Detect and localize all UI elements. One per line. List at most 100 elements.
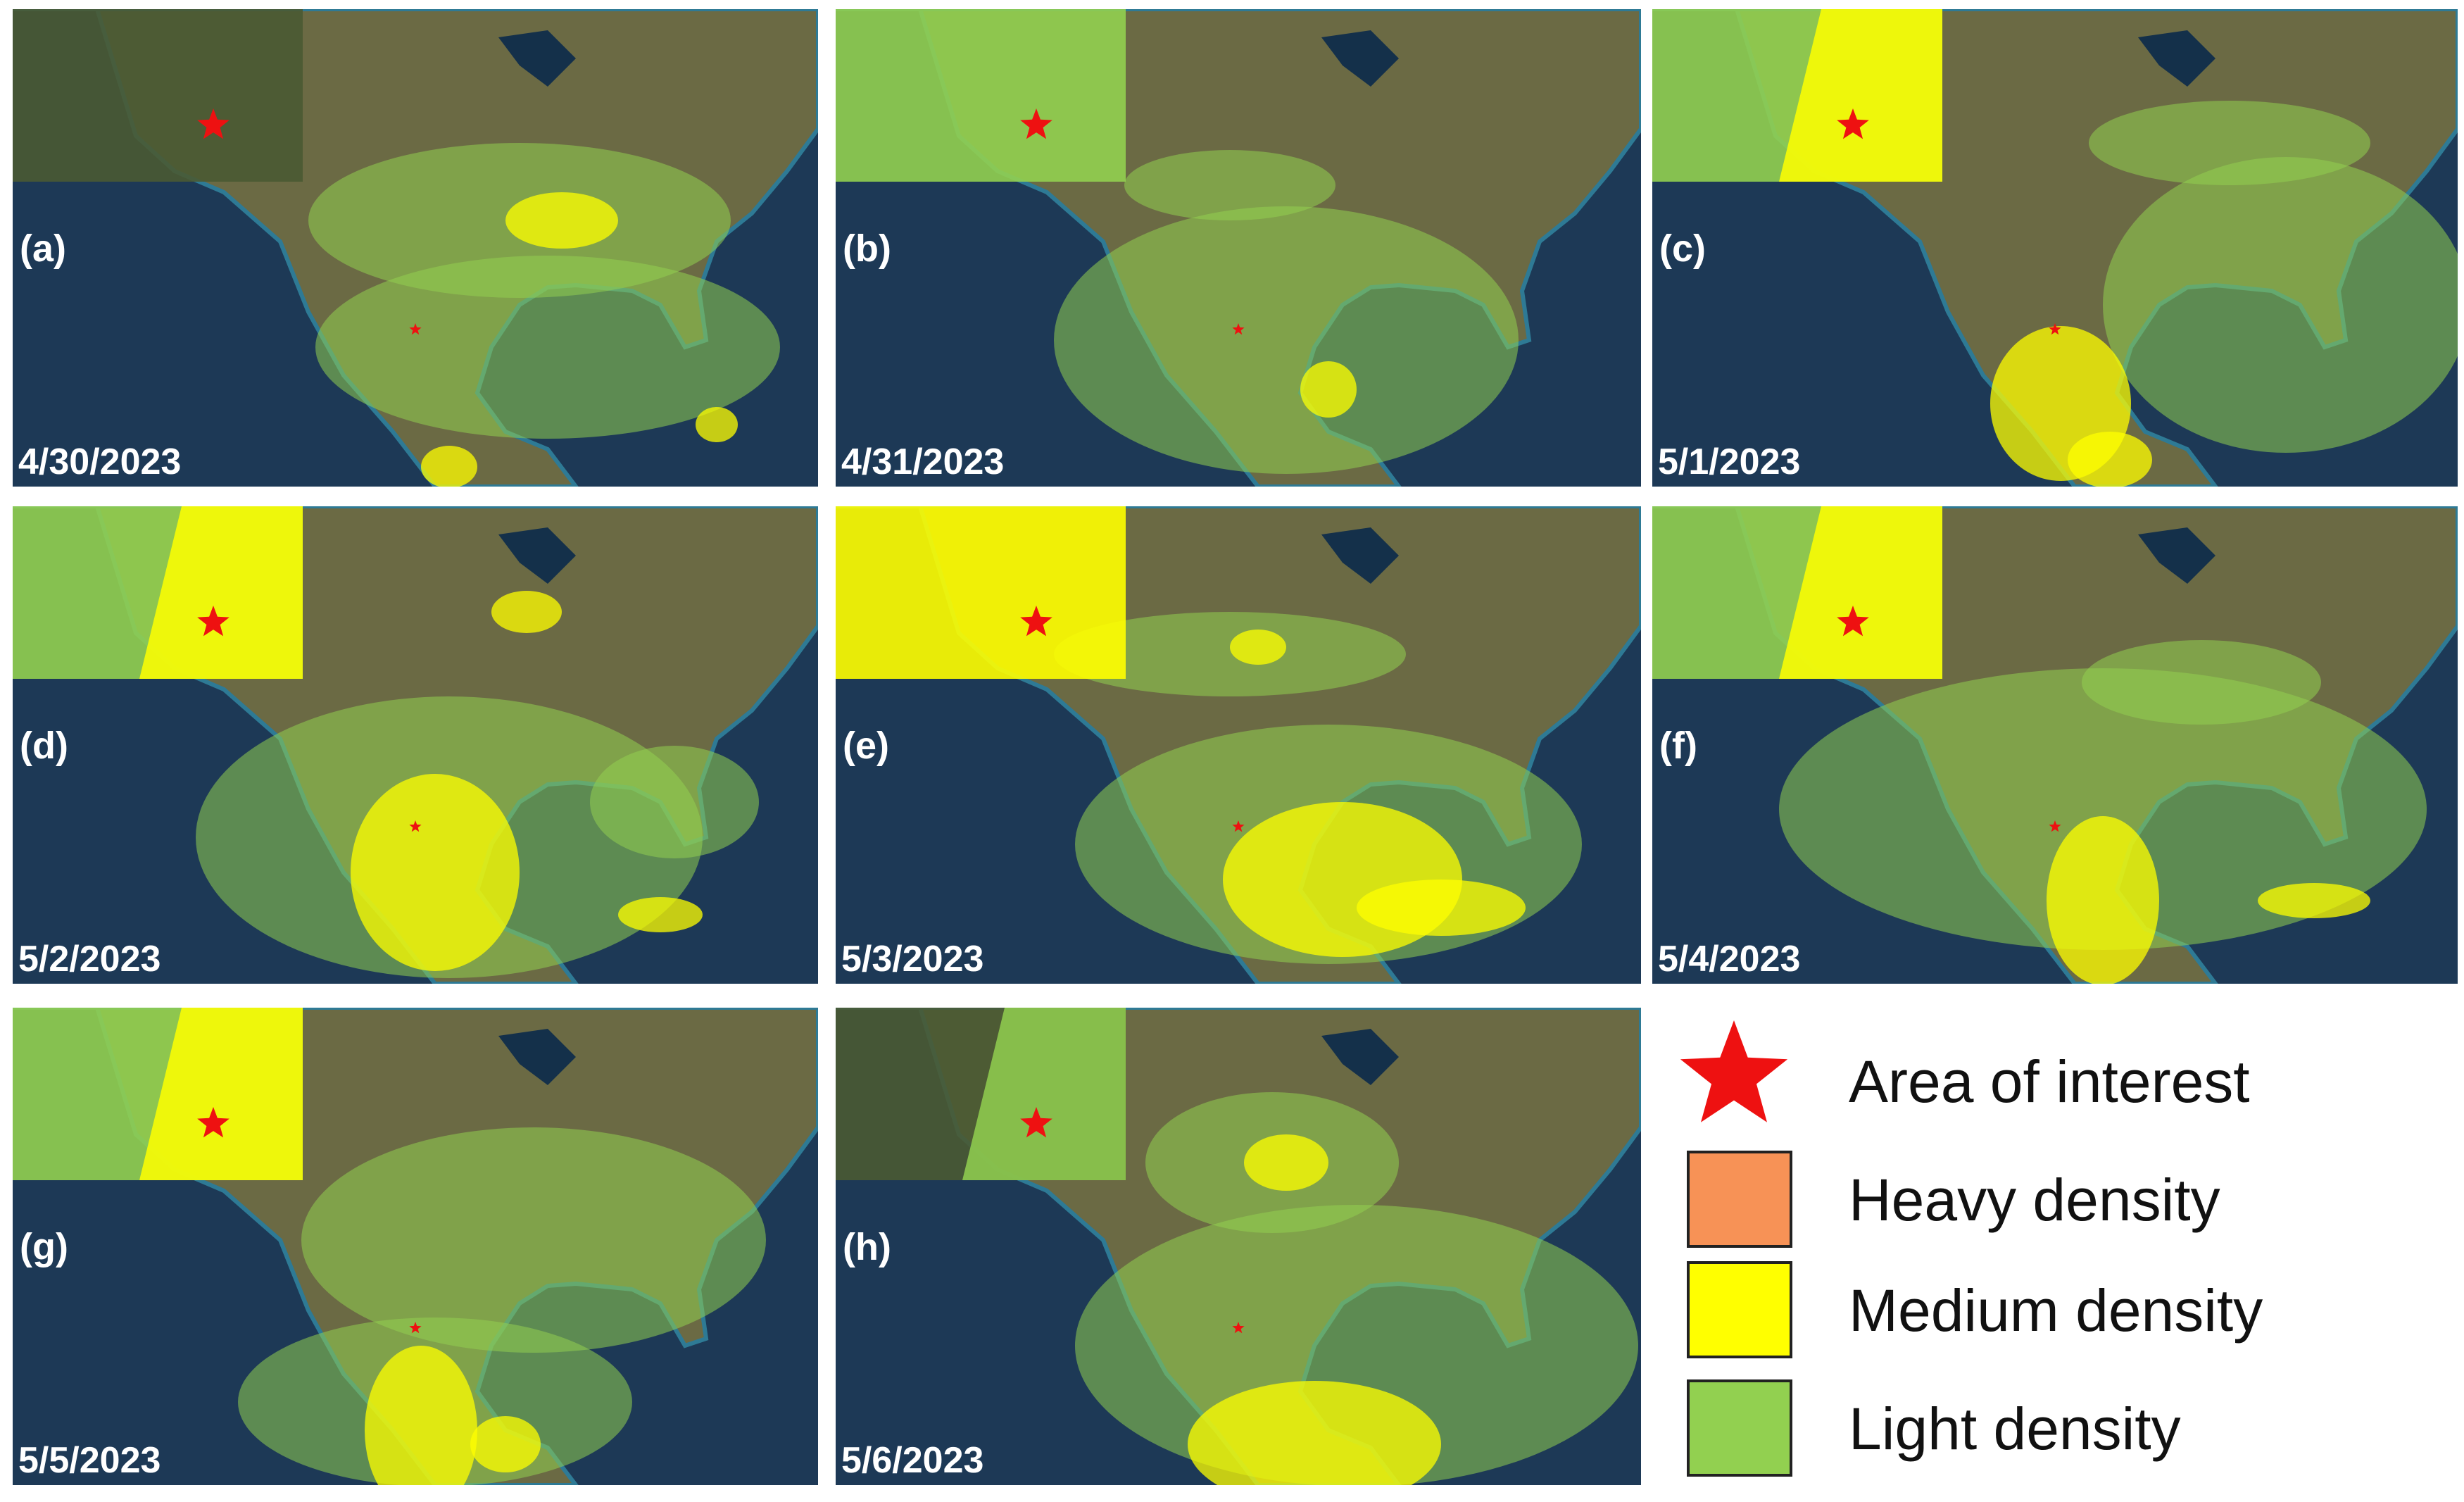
light-area xyxy=(315,256,780,439)
inset-star xyxy=(1020,108,1052,139)
medium-area xyxy=(365,1346,477,1485)
map-panel: (d) 5/2/2023 xyxy=(13,506,818,984)
panel-label: (e) xyxy=(843,725,889,767)
inset-star xyxy=(197,108,230,139)
inset-area xyxy=(139,1008,303,1180)
panel-date: 5/4/2023 xyxy=(1658,939,1800,980)
map: (g) 5/5/2023 xyxy=(13,1008,818,1485)
legend-label: Heavy density xyxy=(1849,1167,2220,1233)
panel-label: (f) xyxy=(1659,725,1697,767)
panel-date: 5/1/2023 xyxy=(1658,442,1800,482)
legend-swatch xyxy=(1687,1379,1792,1477)
light-area xyxy=(1124,150,1335,220)
map-panel: (a) 4/30/2023 xyxy=(13,9,818,487)
light-area xyxy=(2103,157,2458,453)
light-area xyxy=(1779,668,2427,950)
map-panel: (g) 5/5/2023 xyxy=(13,1008,818,1485)
map: (f) 5/4/2023 xyxy=(1652,506,2458,984)
panel-date: 4/30/2023 xyxy=(18,442,181,482)
medium-area xyxy=(1300,361,1357,418)
inset-star xyxy=(197,1107,230,1138)
light-area xyxy=(1054,206,1519,474)
light-area xyxy=(2089,101,2370,185)
inset xyxy=(836,506,1126,679)
inset-area xyxy=(1779,506,1942,679)
area-star xyxy=(409,1322,422,1334)
panel-label: (g) xyxy=(20,1226,68,1268)
medium-area xyxy=(1357,880,1526,936)
area-star xyxy=(1232,323,1245,335)
medium-area xyxy=(2068,432,2152,487)
light-area xyxy=(301,1127,766,1353)
panel-date: 4/31/2023 xyxy=(841,442,1004,482)
panel-label: (a) xyxy=(20,227,66,270)
legend-swatch xyxy=(1687,1151,1792,1248)
inset xyxy=(836,9,1126,182)
medium-area xyxy=(2258,883,2370,918)
great-lakes xyxy=(498,527,576,584)
great-lakes xyxy=(1321,1029,1399,1085)
inset-star xyxy=(1020,606,1052,637)
light-area xyxy=(2082,640,2321,725)
map-panel: (e) 5/3/2023 xyxy=(836,506,1641,984)
inset-star xyxy=(1837,606,1869,637)
medium-area xyxy=(505,192,618,249)
area-star xyxy=(2049,323,2061,335)
medium-area xyxy=(1244,1134,1328,1191)
area-star xyxy=(409,323,422,335)
panel-date: 5/3/2023 xyxy=(841,939,983,980)
map: (b) 4/31/2023 xyxy=(836,9,1641,487)
map-panel: (f) 5/4/2023 xyxy=(1652,506,2458,984)
area-star xyxy=(2049,820,2061,832)
legend-swatch xyxy=(1687,1261,1792,1358)
map-panel: (h) 5/6/2023 xyxy=(836,1008,1641,1485)
inset xyxy=(13,9,303,182)
great-lakes xyxy=(1321,527,1399,584)
map: (a) 4/30/2023 xyxy=(13,9,818,487)
great-lakes xyxy=(2138,30,2215,87)
medium-area xyxy=(696,407,738,442)
map: (h) 5/6/2023 xyxy=(836,1008,1641,1485)
medium-area xyxy=(1188,1381,1441,1485)
panel-label: (c) xyxy=(1659,227,1706,270)
great-lakes xyxy=(1321,30,1399,87)
inset-star xyxy=(197,606,230,637)
medium-area xyxy=(618,897,703,932)
medium-area xyxy=(470,1416,541,1472)
panel-date: 5/5/2023 xyxy=(18,1440,161,1481)
medium-area xyxy=(1230,630,1286,665)
inset-area xyxy=(139,506,303,679)
area-star xyxy=(409,820,422,832)
panel-label: (d) xyxy=(20,725,68,767)
panel-date: 5/2/2023 xyxy=(18,939,161,980)
inset-area xyxy=(962,1008,1126,1180)
medium-area xyxy=(351,774,520,971)
map: (c) 5/1/2023 xyxy=(1652,9,2458,487)
inset-area xyxy=(1779,9,1942,182)
legend-star xyxy=(1680,1020,1788,1122)
great-lakes xyxy=(498,30,576,87)
light-area xyxy=(1054,612,1406,696)
map-panel: (b) 4/31/2023 xyxy=(836,9,1641,487)
medium-area xyxy=(2047,816,2159,984)
light-area xyxy=(590,746,759,858)
map-panel: (c) 5/1/2023 xyxy=(1652,9,2458,487)
legend-label: Light density xyxy=(1849,1396,2181,1462)
panel-label: (b) xyxy=(843,227,891,270)
map: (e) 5/3/2023 xyxy=(836,506,1641,984)
medium-area xyxy=(421,446,477,487)
medium-area xyxy=(491,591,562,633)
star-symbol xyxy=(1680,1020,1788,1122)
legend-label: Area of interest xyxy=(1849,1049,2250,1115)
inset-star xyxy=(1020,1107,1052,1138)
map: (d) 5/2/2023 xyxy=(13,506,818,984)
great-lakes xyxy=(498,1029,576,1085)
legend-label: Medium density xyxy=(1849,1277,2263,1344)
area-star xyxy=(1232,820,1245,832)
area-star xyxy=(1232,1322,1245,1334)
inset-star xyxy=(1837,108,1869,139)
great-lakes xyxy=(2138,527,2215,584)
panel-label: (h) xyxy=(843,1226,891,1268)
panel-date: 5/6/2023 xyxy=(841,1440,983,1481)
